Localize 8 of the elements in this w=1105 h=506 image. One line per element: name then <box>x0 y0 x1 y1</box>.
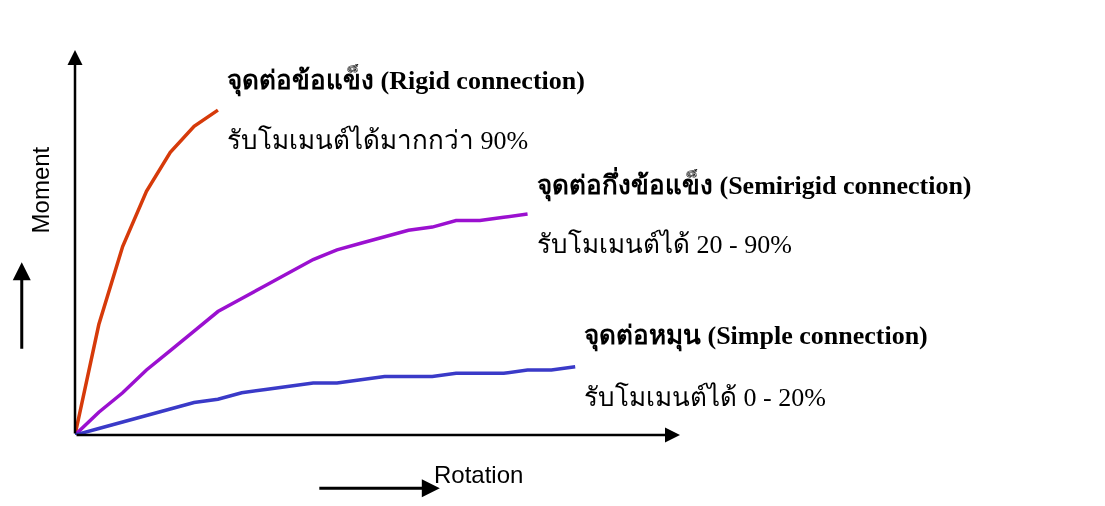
annotation: รับโมเมนต์ได้ 0 - 20% <box>584 382 826 412</box>
series-label: จุดต่อข้อแข็ง (Rigid connection) <box>227 64 585 97</box>
x-axis-title: Rotation <box>434 461 524 488</box>
series-label: จุดต่อหมุน (Simple connection) <box>584 321 928 352</box>
annotation: รับโมเมนต์ได้ 20 - 90% <box>537 229 792 259</box>
y-axis-title: Moment <box>27 146 55 234</box>
annotation: รับโมเมนต์ได้มากกว่า 90% <box>227 125 529 155</box>
series-label: จุดต่อกึ่งข้อแข็ง (Semirigid connection) <box>537 166 972 202</box>
